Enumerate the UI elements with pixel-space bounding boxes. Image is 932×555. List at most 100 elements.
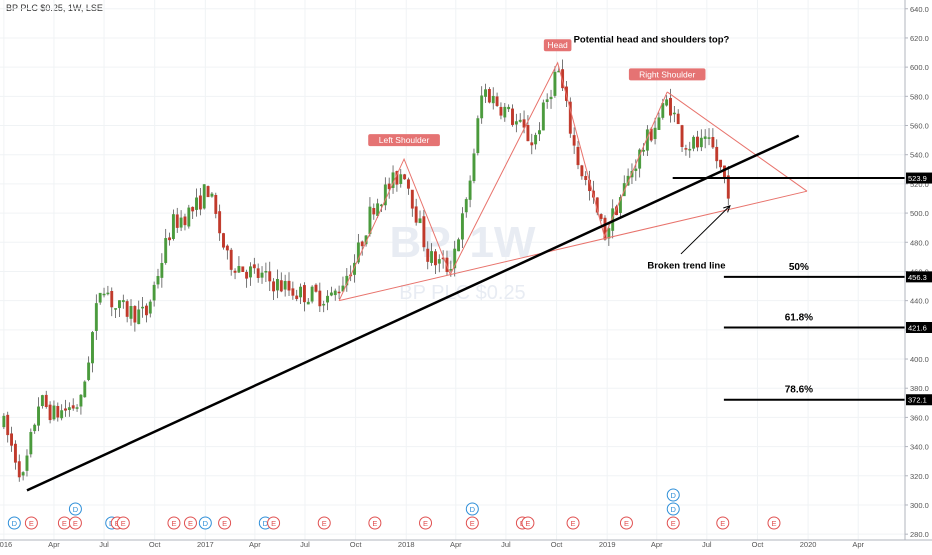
earnings-event-marker [716,516,730,530]
x-tick-label: 2017 [197,540,214,549]
candle-body [133,306,137,323]
candle-body [33,424,37,432]
x-tick-label: Jul [501,540,511,549]
fib-price-tag-bg [906,322,932,334]
candle-body [607,228,611,239]
candle-body [661,103,665,118]
candle-body [487,89,491,103]
earnings-event-marker [68,516,82,530]
event-marker-letter: E [525,519,530,528]
y-tick-label: 560.0 [910,122,929,131]
candle-body [326,295,329,303]
candles [2,59,730,482]
y-tick-label: 600.0 [910,63,929,72]
candle-body [333,290,337,296]
y-tick-label: 300.0 [910,501,929,510]
candle-body [156,276,160,285]
fib-price-tag-bg [906,271,932,283]
event-marker-letter: D [671,505,677,514]
candle-body [534,134,538,145]
candle-body [657,117,661,130]
candle-body [387,183,391,190]
pattern-label-badge [628,68,706,81]
candle-body [360,241,364,247]
candle-body [210,193,214,197]
x-tick-label: Apr [249,540,261,549]
candle-body [669,97,672,116]
candle-body [453,248,457,269]
pattern-label-badge [543,39,572,52]
candle-body [495,96,499,106]
candle-body [191,206,195,212]
x-tick-label: Jul [99,540,109,549]
candle-body [67,407,71,411]
candle-body [372,208,376,215]
earnings-event-marker [521,516,535,530]
dividend-event-marker [465,502,479,516]
pattern-label-text: Right Shoulder [639,69,695,79]
pattern-label-badge [368,134,440,147]
candle-body [599,214,603,220]
pattern-label-text: Left Shoulder [379,135,430,145]
candle-body [449,269,453,271]
current-price-tag-bg [906,172,932,184]
x-tick-label: Apr [48,540,60,549]
event-marker-letter: D [263,519,269,528]
event-marker-letter: E [271,519,276,528]
candle-body [2,415,6,428]
candle-body [295,295,299,300]
earnings-event-marker [368,516,382,530]
dividend-event-marker [666,488,680,502]
candle-body [148,301,152,314]
candle-body [634,168,638,171]
candle-body [580,165,584,177]
x-tick-label: Oct [350,540,363,549]
candle-body [141,306,145,309]
candle-body [125,301,129,317]
event-marker-letter: E [62,519,67,528]
candle-body [171,214,175,239]
y-tick-label: 400.0 [910,355,929,364]
candle-body [511,108,514,125]
candle-body [44,394,48,407]
y-tick-label: 520.0 [910,180,929,189]
y-tick-label: 340.0 [910,443,929,452]
event-marker-letter: D [470,505,476,514]
candle-body [75,407,79,409]
candle-body [665,99,669,106]
candle-body [168,237,171,241]
candle-body [129,306,133,319]
annotation-broken-trend: Broken trend line [647,261,725,272]
candle-body [229,249,233,270]
candle-body [195,197,198,210]
event-marker-letter: D [203,519,209,528]
y-tick-label: 480.0 [910,238,929,247]
y-tick-label: 500.0 [910,209,929,218]
candle-body [468,180,472,200]
candle-body [233,270,237,273]
candle-body [268,271,272,282]
candle-body [179,217,183,228]
candle-body [306,301,310,305]
candle-body [164,238,168,263]
candle-body [272,281,276,292]
candle-body [291,288,295,296]
candle-body [688,148,692,151]
candle-body [522,119,526,128]
candle-body [457,239,460,252]
candle-body [499,106,503,116]
candle-body [310,286,314,302]
fib-price-tag-bg [906,394,932,406]
x-tick-label: Oct [551,540,564,549]
event-marker-letter: E [624,519,629,528]
candle-body [329,292,333,296]
dividend-event-marker [7,516,21,530]
candle-body [672,112,676,115]
event-marker-letter: E [322,519,327,528]
earnings-event-marker [666,516,680,530]
candle-body [549,96,553,100]
candle-body [699,137,703,148]
candle-body [460,213,464,240]
event-marker-letter: E [771,519,776,528]
